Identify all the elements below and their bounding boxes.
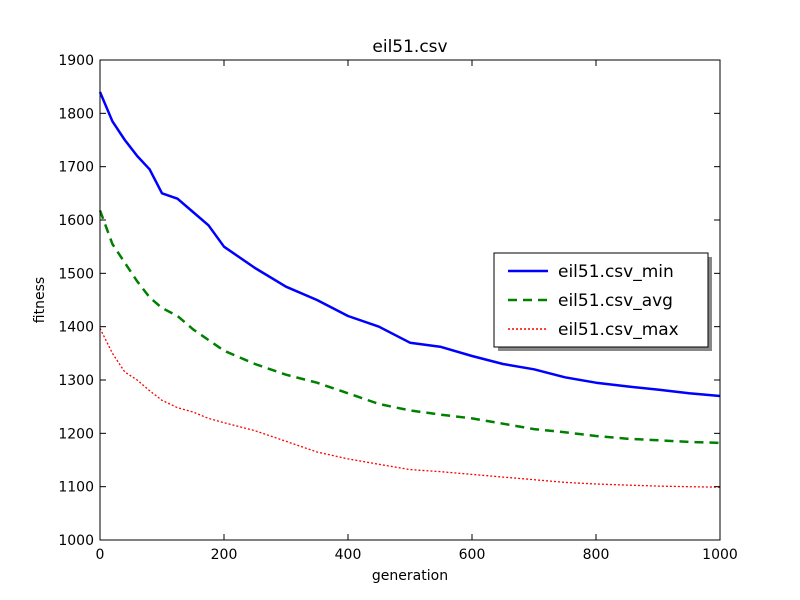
legend-label: eil51.csv_avg <box>558 291 673 311</box>
y-tick-label: 1500 <box>58 266 94 282</box>
y-tick-label: 1100 <box>58 480 94 496</box>
series-line-eil51-csv-min <box>98 91 721 398</box>
y-tick-label: 1900 <box>58 53 94 69</box>
y-tick-label: 1600 <box>58 213 94 229</box>
y-tick-label: 1200 <box>58 426 94 442</box>
y-tick-label: 1400 <box>58 320 94 336</box>
series-line-eil51-csv-max <box>99 328 721 488</box>
y-tick-label: 1800 <box>58 106 94 122</box>
x-tick-label: 600 <box>459 547 486 563</box>
x-tick-label: 1000 <box>702 547 738 563</box>
x-tick-label: 800 <box>583 547 610 563</box>
x-tick-label: 200 <box>211 547 238 563</box>
legend-label: eil51.csv_min <box>558 262 674 282</box>
y-tick-label: 1000 <box>58 533 94 549</box>
x-tick-label: 0 <box>96 547 105 563</box>
x-tick-label: 400 <box>335 547 362 563</box>
legend-label: eil51.csv_max <box>558 320 679 340</box>
legend: eil51.csv_min eil51.csv_avg eil51.csv_max <box>493 252 712 351</box>
chart-title: eil51.csv <box>372 37 447 57</box>
series-layer <box>98 91 721 488</box>
plot-frame <box>99 59 721 541</box>
x-axis-label: generation <box>372 568 448 584</box>
ticks-layer: 0 200 400 600 800 1000 1000 1100 1200 1300 1400 150… <box>58 53 737 563</box>
y-tick-label: 1300 <box>58 373 94 389</box>
y-tick-label: 1700 <box>58 160 94 176</box>
y-axis-label: fitness <box>32 277 48 323</box>
series-line-eil51-csv-avg <box>98 209 721 445</box>
